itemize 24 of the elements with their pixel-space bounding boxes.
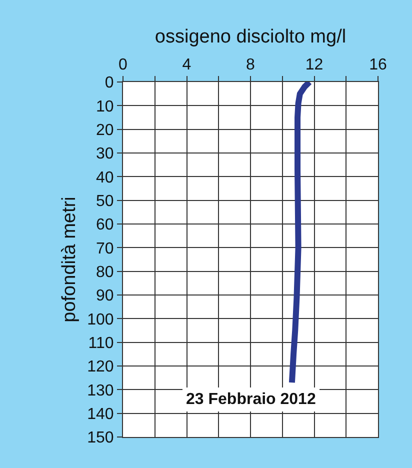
x-axis-title: ossigeno disciolto mg/l (154, 26, 346, 48)
y-tick-label: 30 (96, 146, 114, 163)
y-tick-label: 100 (87, 311, 114, 328)
y-tick-label: 80 (96, 264, 114, 281)
y-tick-label: 140 (87, 406, 114, 423)
y-tick-label: 60 (96, 216, 114, 234)
y-axis-title: pofondità metri (58, 196, 80, 322)
y-tick-label: 0 (104, 74, 114, 92)
y-tick-label: 10 (96, 98, 114, 116)
x-tick-label: 4 (182, 56, 192, 74)
y-tick-label: 20 (96, 122, 114, 139)
y-tick-label: 150 (87, 430, 114, 447)
y-tick-label: 90 (96, 288, 114, 305)
y-tick-label: 50 (96, 192, 114, 210)
x-tick-label: 16 (369, 56, 387, 74)
x-tick-label: 12 (305, 56, 324, 74)
y-tick-label: 130 (87, 382, 114, 400)
annotation: 23 Febbraio 2012 (186, 391, 316, 408)
y-tick-label: 120 (87, 358, 114, 376)
y-tick-label: 110 (88, 334, 114, 352)
x-tick-label: 8 (246, 56, 256, 74)
x-tick-label: 0 (118, 56, 128, 74)
y-tick-label: 70 (96, 240, 114, 258)
y-tick-label: 40 (96, 169, 114, 186)
